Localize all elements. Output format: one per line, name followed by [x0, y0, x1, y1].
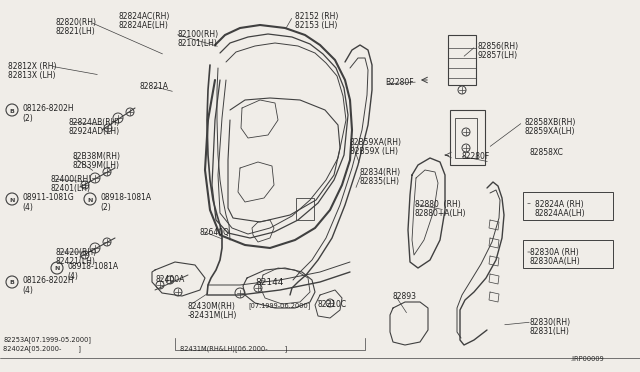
Text: 82144: 82144 [255, 278, 284, 287]
Text: 08918-1081A: 08918-1081A [67, 262, 118, 271]
Text: 82420(RH): 82420(RH) [55, 248, 96, 257]
Text: B2280F: B2280F [385, 78, 413, 87]
Text: 82210C: 82210C [318, 300, 347, 309]
Text: 82824AE(LH): 82824AE(LH) [118, 21, 168, 30]
Text: 08126-8202H: 08126-8202H [22, 276, 74, 285]
Text: (2): (2) [100, 203, 111, 212]
Text: 82100(RH): 82100(RH) [178, 30, 219, 39]
Text: 82880  (RH): 82880 (RH) [415, 200, 461, 209]
Text: 82101(LH): 82101(LH) [178, 39, 218, 48]
Text: 82821A: 82821A [140, 82, 169, 91]
Text: 82401(LH): 82401(LH) [50, 184, 90, 193]
Text: 82835(LH): 82835(LH) [360, 177, 400, 186]
Text: 82820(RH): 82820(RH) [55, 18, 96, 27]
Text: 82400(RH): 82400(RH) [50, 175, 92, 184]
Text: 82824AC(RH): 82824AC(RH) [118, 12, 170, 21]
Text: 92857(LH): 92857(LH) [478, 51, 518, 60]
Text: 82830AA(LH): 82830AA(LH) [530, 257, 580, 266]
Text: 82280F: 82280F [462, 152, 490, 161]
Text: 82830(RH): 82830(RH) [530, 318, 571, 327]
Text: 82813X (LH): 82813X (LH) [8, 71, 56, 80]
Text: B: B [10, 280, 15, 285]
Text: 82858XB(RH): 82858XB(RH) [525, 118, 577, 127]
Text: B: B [10, 109, 15, 113]
Text: (4): (4) [22, 203, 33, 212]
Text: 82B59XA(RH): 82B59XA(RH) [350, 138, 402, 147]
Text: 82831(LH): 82831(LH) [530, 327, 570, 336]
Text: 82856(RH): 82856(RH) [478, 42, 519, 51]
Text: 82824AA(LH): 82824AA(LH) [535, 209, 586, 218]
Text: 82859XA(LH): 82859XA(LH) [525, 127, 575, 136]
Text: (4): (4) [67, 272, 78, 281]
Text: 82880+A(LH): 82880+A(LH) [415, 209, 467, 218]
Text: 82824AB(RH): 82824AB(RH) [68, 118, 120, 127]
Text: 82153 (LH): 82153 (LH) [295, 21, 337, 30]
Text: 82893: 82893 [393, 292, 417, 301]
Text: 82830A (RH): 82830A (RH) [530, 248, 579, 257]
Text: 82400A: 82400A [155, 275, 184, 284]
Text: 82812X (RH): 82812X (RH) [8, 62, 56, 71]
Text: 82B59X (LH): 82B59X (LH) [350, 147, 398, 156]
Text: (4): (4) [22, 286, 33, 295]
Text: 82640Q: 82640Q [200, 228, 230, 237]
Text: 82B38M(RH): 82B38M(RH) [72, 152, 120, 161]
Text: [07.1999-06.2000]: [07.1999-06.2000] [248, 302, 310, 309]
Text: 82402A[05.2000-        ]: 82402A[05.2000- ] [3, 345, 81, 352]
Text: 82253A[07.1999-05.2000]: 82253A[07.1999-05.2000] [3, 336, 91, 343]
Text: .IRP00009: .IRP00009 [570, 356, 604, 362]
Text: 82858XC: 82858XC [530, 148, 564, 157]
Text: 82430M(RH): 82430M(RH) [188, 302, 236, 311]
Text: 08126-8202H: 08126-8202H [22, 104, 74, 113]
Text: 82B39M(LH): 82B39M(LH) [72, 161, 119, 170]
Text: 08918-1081A: 08918-1081A [100, 193, 151, 202]
Text: 82152 (RH): 82152 (RH) [295, 12, 339, 21]
Text: -82431M(LH): -82431M(LH) [188, 311, 237, 320]
Text: 82824A (RH): 82824A (RH) [535, 200, 584, 209]
Text: 82834(RH): 82834(RH) [360, 168, 401, 177]
Text: 82431M(RH&LH)[06.2000-        ]: 82431M(RH&LH)[06.2000- ] [180, 345, 287, 352]
Text: 82821(LH): 82821(LH) [55, 27, 95, 36]
Text: 82421(LH): 82421(LH) [55, 257, 95, 266]
Text: N: N [87, 198, 93, 202]
Text: (2): (2) [22, 114, 33, 123]
Text: N: N [10, 198, 15, 202]
Text: 08911-1081G: 08911-1081G [22, 193, 74, 202]
Text: 82924AD(LH): 82924AD(LH) [68, 127, 119, 136]
Text: N: N [54, 266, 60, 272]
